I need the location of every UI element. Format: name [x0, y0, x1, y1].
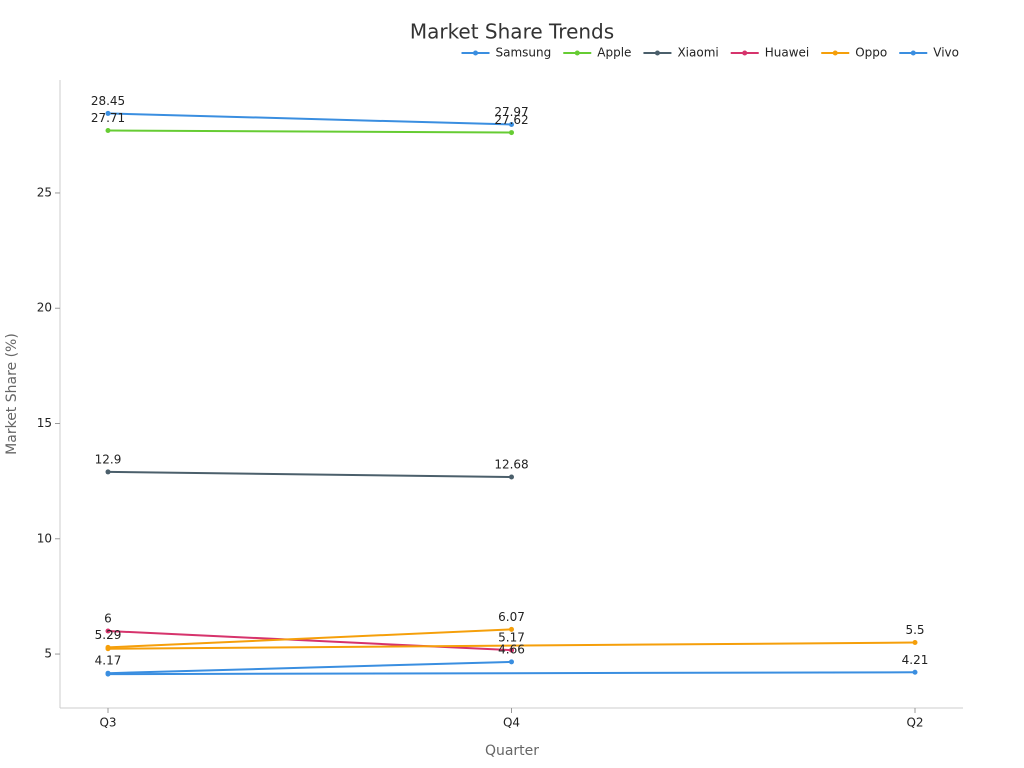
- y-tick-label: 20: [37, 301, 52, 315]
- data-label: 6: [104, 611, 112, 625]
- point: [509, 659, 514, 665]
- data-label: 5.17: [498, 631, 525, 645]
- data-label: 4.66: [498, 642, 525, 656]
- series-line: [107, 129, 512, 134]
- point: [105, 110, 111, 116]
- series-line: [107, 112, 512, 126]
- legend-label: Xiaomi: [677, 46, 718, 60]
- y-tick-label: 25: [37, 185, 52, 199]
- legend-label: Vivo: [933, 46, 959, 60]
- data-label: 28.45: [91, 94, 125, 108]
- series-line: [107, 628, 512, 649]
- x-axis-title: Quarter: [485, 743, 539, 759]
- series-line: [107, 641, 916, 650]
- legend-marker: [742, 50, 748, 56]
- data-label: 5.29: [95, 628, 122, 642]
- data-label: 12.68: [494, 457, 528, 471]
- point: [509, 626, 514, 632]
- legend-label: Oppo: [855, 46, 887, 60]
- data-label: 5.5: [905, 623, 924, 637]
- point: [912, 669, 918, 675]
- x-tick-label: Q3: [99, 716, 116, 730]
- y-axis-title: Market Share (%): [4, 333, 20, 455]
- series-line: [107, 470, 512, 478]
- data-label: 4.21: [902, 653, 929, 667]
- data-label: 4.17: [95, 654, 122, 668]
- point: [105, 671, 111, 677]
- data-label: 27.97: [494, 105, 528, 119]
- y-tick-label: 10: [37, 531, 52, 545]
- legend-marker: [832, 50, 838, 56]
- data-label: 6.07: [498, 610, 525, 624]
- point: [105, 628, 111, 634]
- legend-marker: [473, 50, 479, 56]
- y-tick-label: 5: [44, 647, 52, 661]
- series-line: [107, 660, 512, 675]
- point: [912, 640, 918, 646]
- point: [509, 121, 514, 127]
- chart-title: Market Share Trends: [410, 20, 614, 44]
- legend-label: Samsung: [496, 46, 552, 60]
- point: [105, 646, 111, 652]
- data-label: 27.62: [494, 113, 528, 127]
- point: [105, 127, 111, 133]
- legend-label: Huawei: [765, 46, 810, 60]
- series-line: [107, 671, 916, 676]
- y-tick-label: 15: [37, 416, 52, 430]
- point: [509, 474, 514, 480]
- legend-label: Apple: [597, 46, 631, 60]
- point: [509, 130, 514, 136]
- x-tick-label: Q4: [503, 716, 520, 730]
- legend-marker: [574, 50, 580, 56]
- legend-marker: [910, 50, 916, 56]
- point: [105, 469, 111, 475]
- data-label: 12.9: [95, 452, 122, 466]
- x-tick-label: Q2: [906, 716, 923, 730]
- point: [509, 647, 514, 653]
- legend-marker: [654, 50, 660, 56]
- data-label: 27.71: [91, 111, 125, 125]
